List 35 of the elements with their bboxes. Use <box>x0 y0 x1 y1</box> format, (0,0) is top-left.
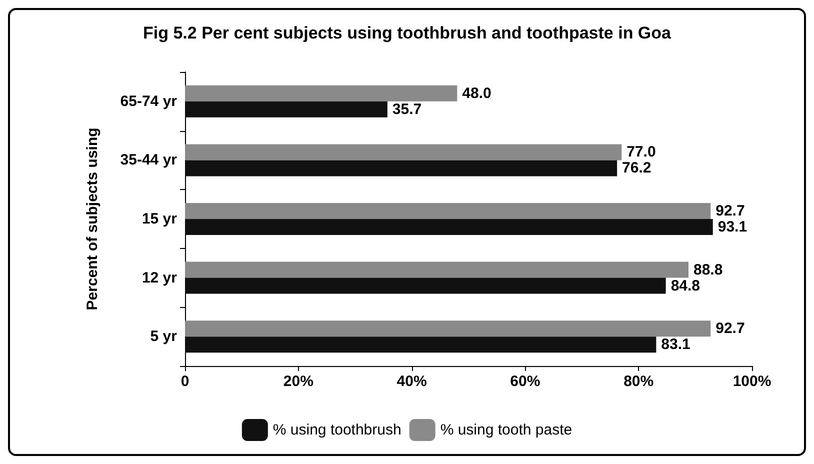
data-label: 83.1 <box>661 336 690 354</box>
y-tick-label: 12 yr <box>142 269 178 286</box>
legend-label: % using tooth paste <box>440 422 572 438</box>
bar <box>185 203 711 219</box>
data-label: 76.2 <box>622 160 652 177</box>
data-label: 92.7 <box>716 202 745 220</box>
chart-title: Fig 5.2 Per cent subjects using toothbrush and toothpaste in Goa <box>143 24 672 42</box>
data-label: 84.8 <box>670 277 700 294</box>
x-tick-label: 100% <box>732 373 772 390</box>
y-tick-label: 65-74 yr <box>120 92 178 110</box>
data-label: 92.7 <box>716 320 745 338</box>
data-label: 35.7 <box>392 100 422 118</box>
bar <box>185 262 688 278</box>
bar <box>185 144 622 160</box>
legend-label: % using toothbrush <box>272 422 402 438</box>
bar <box>185 219 713 235</box>
bar <box>185 278 666 294</box>
data-label: 77.0 <box>626 144 656 161</box>
data-label: 88.8 <box>693 261 723 278</box>
x-tick-label: 80% <box>624 373 654 390</box>
bar <box>185 101 388 118</box>
bar <box>185 85 458 102</box>
x-tick-label: 20% <box>283 373 314 390</box>
y-tick-label: 15 yr <box>142 210 178 228</box>
x-tick-label: 0 <box>180 373 190 390</box>
bar <box>185 320 711 337</box>
data-label: 48.0 <box>462 84 492 102</box>
y-axis-title: Percent of subjects using <box>84 128 101 310</box>
y-tick-label: 35-44 yr <box>120 152 178 169</box>
bar <box>185 336 656 353</box>
x-tick-label: 60% <box>510 373 540 390</box>
data-label: 93.1 <box>718 218 748 236</box>
y-tick-label: 5 yr <box>150 328 178 346</box>
bar <box>185 160 618 176</box>
x-tick-label: 40% <box>396 373 427 390</box>
